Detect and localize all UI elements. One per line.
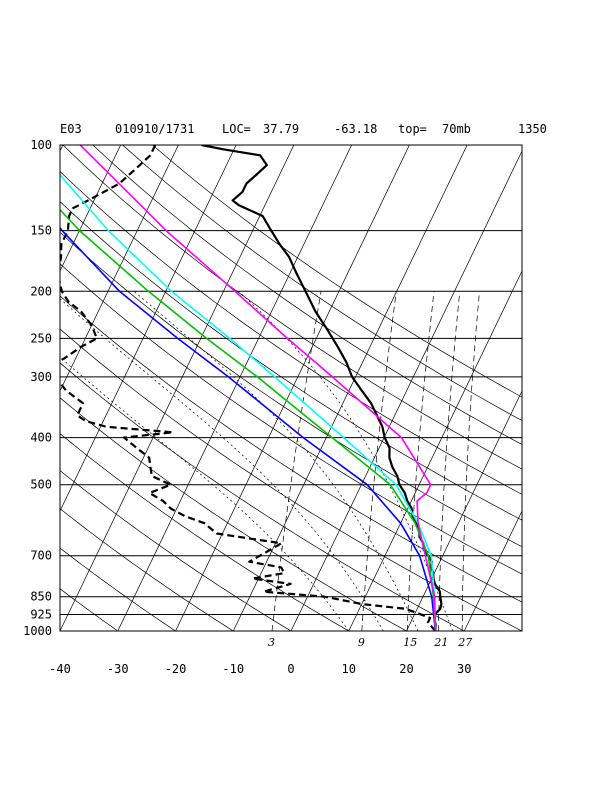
pressure-axis-labels: 100 150 200 250 300 400 500 700 850 925 1000 [23,138,52,638]
profile-series-line [201,145,443,631]
loc-label: LOC= [222,122,251,136]
temperature-tick-label: -40 [49,662,71,676]
isotherm-line [60,145,237,512]
dry-adiabat-line [60,328,522,631]
pressure-tick-label: 400 [30,431,52,445]
isotherm-line [290,150,522,631]
temperature-tick-label: 20 [399,662,413,676]
mixing-ratio-line [271,291,322,631]
moist-adiabat-line [60,298,384,631]
moist-adiabat-line [238,291,454,631]
station-id: E03 [60,122,82,136]
pressure-tick-label: 925 [30,608,52,622]
dry-adiabat-line [152,145,522,398]
chart-header: E03 010910/1731 LOC= 37.79 -63.18 top= 7… [60,122,547,136]
pressure-tick-label: 1000 [23,624,52,638]
top-value: 70mb [442,122,471,136]
moist-adiabat-line [133,291,419,631]
dry-adiabat-line [60,171,522,495]
mixing-ratio-label: 15 [403,636,417,649]
temperature-tick-label: 30 [457,662,471,676]
isotherm-line [60,145,295,631]
isotherm-line [0,145,5,631]
temperature-tick-label: -30 [107,662,129,676]
latitude: 37.79 [263,122,299,136]
longitude: -63.18 [334,122,377,136]
profile-series-line [60,226,437,631]
temperature-tick-label: -20 [165,662,187,676]
isotherm-line [117,145,352,631]
moist-adiabat-line [60,356,350,631]
profile-lines [60,145,443,631]
isotherm-line [406,390,522,631]
pressure-tick-label: 200 [30,284,52,298]
mixing-ratio-label: 27 [457,636,472,649]
pressure-tick-label: 500 [30,478,52,492]
temperature-tick-label: 10 [342,662,356,676]
pressure-tick-label: 700 [30,549,52,563]
plot-frame [59,144,523,632]
mixing-ratio-labels: 3 9 15 21 27 [268,636,472,649]
datetime: 010910/1731 [115,122,194,136]
isotherm-line [232,145,468,631]
isotherm-line [521,630,522,631]
isotherm-line [348,270,522,631]
dry-adiabat-line [60,588,118,631]
dry-adiabat-line [60,263,522,575]
top-label: top= [398,122,427,136]
pressure-tick-label: 100 [30,138,52,152]
dry-adiabat-line [60,433,349,631]
mixing-ratio-line [406,291,435,631]
header-extra: 1350 [518,122,547,136]
background-lines [0,145,612,631]
isobars [60,144,522,632]
pressure-tick-label: 150 [30,224,52,238]
isotherm-line [60,145,121,272]
pressure-tick-label: 250 [30,331,52,345]
temperature-axis-labels: -40 -30 -20 -10 0 10 20 30 [49,662,471,676]
dry-adiabat-line [60,295,522,603]
isotherm-line [580,145,612,631]
dry-adiabat-line [62,145,522,470]
pressure-tick-label: 300 [30,370,52,384]
mixing-ratio-line [461,291,480,631]
pressure-tick-label: 850 [30,590,52,604]
dry-adiabat-line [60,201,522,521]
temperature-tick-label: 0 [287,662,294,676]
isotherm-line [60,145,179,392]
mixing-ratio-label: 21 [433,636,448,649]
dry-adiabat-line [60,547,176,631]
temperature-tick-label: -10 [222,662,244,676]
profile-series-line [79,145,437,631]
mixing-ratio-line [437,291,461,631]
profile-series-line [60,208,437,631]
isotherm-line [463,510,522,631]
isotherm-line [175,145,410,631]
mixing-ratio-label: 3 [268,636,275,649]
mixing-ratio-label: 9 [358,636,365,649]
profile-series-line [60,173,437,631]
mixing-ratio-line [361,291,397,631]
dry-adiabat-line [92,145,522,445]
dry-adiabat-line [60,231,522,548]
profile-series-line [60,145,437,631]
